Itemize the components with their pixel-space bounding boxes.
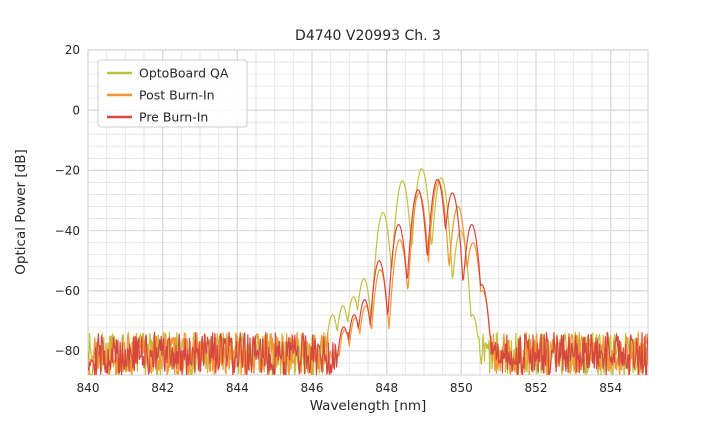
legend-label-3: Pre Burn-In — [139, 110, 208, 125]
x-tick-label: 854 — [599, 381, 622, 395]
y-tick-labels: 20 0 −20 −40 −60 −80 — [55, 43, 80, 358]
legend-label-2: Post Burn-In — [139, 88, 215, 103]
y-tick-label: 0 — [72, 103, 80, 117]
x-axis-label: Wavelength [nm] — [310, 398, 427, 414]
y-tick-label: 20 — [65, 43, 80, 57]
x-tick-label: 852 — [525, 381, 548, 395]
y-tick-label: −20 — [55, 164, 80, 178]
y-tick-label: −80 — [55, 344, 80, 358]
y-axis-label: Optical Power [dB] — [13, 149, 29, 274]
legend-label-1: OptoBoard QA — [139, 66, 229, 81]
x-tick-label: 846 — [301, 381, 324, 395]
x-tick-labels: 840 842 844 846 848 850 852 854 — [77, 381, 623, 395]
series-line-pre-burn-in — [88, 178, 648, 375]
x-tick-label: 844 — [226, 381, 249, 395]
legend: OptoBoard QA Post Burn-In Pre Burn-In — [97, 59, 248, 128]
x-tick-label: 842 — [151, 381, 174, 395]
plot-frame — [87, 49, 649, 376]
x-tick-label: 850 — [450, 381, 473, 395]
y-tick-label: −60 — [55, 284, 80, 298]
y-tick-label: −40 — [55, 224, 80, 238]
series-lines — [88, 168, 648, 375]
x-tick-label: 848 — [375, 381, 398, 395]
chart-title: D4740 V20993 Ch. 3 — [295, 28, 441, 44]
x-tick-label: 840 — [77, 381, 100, 395]
legend-box — [97, 59, 248, 128]
